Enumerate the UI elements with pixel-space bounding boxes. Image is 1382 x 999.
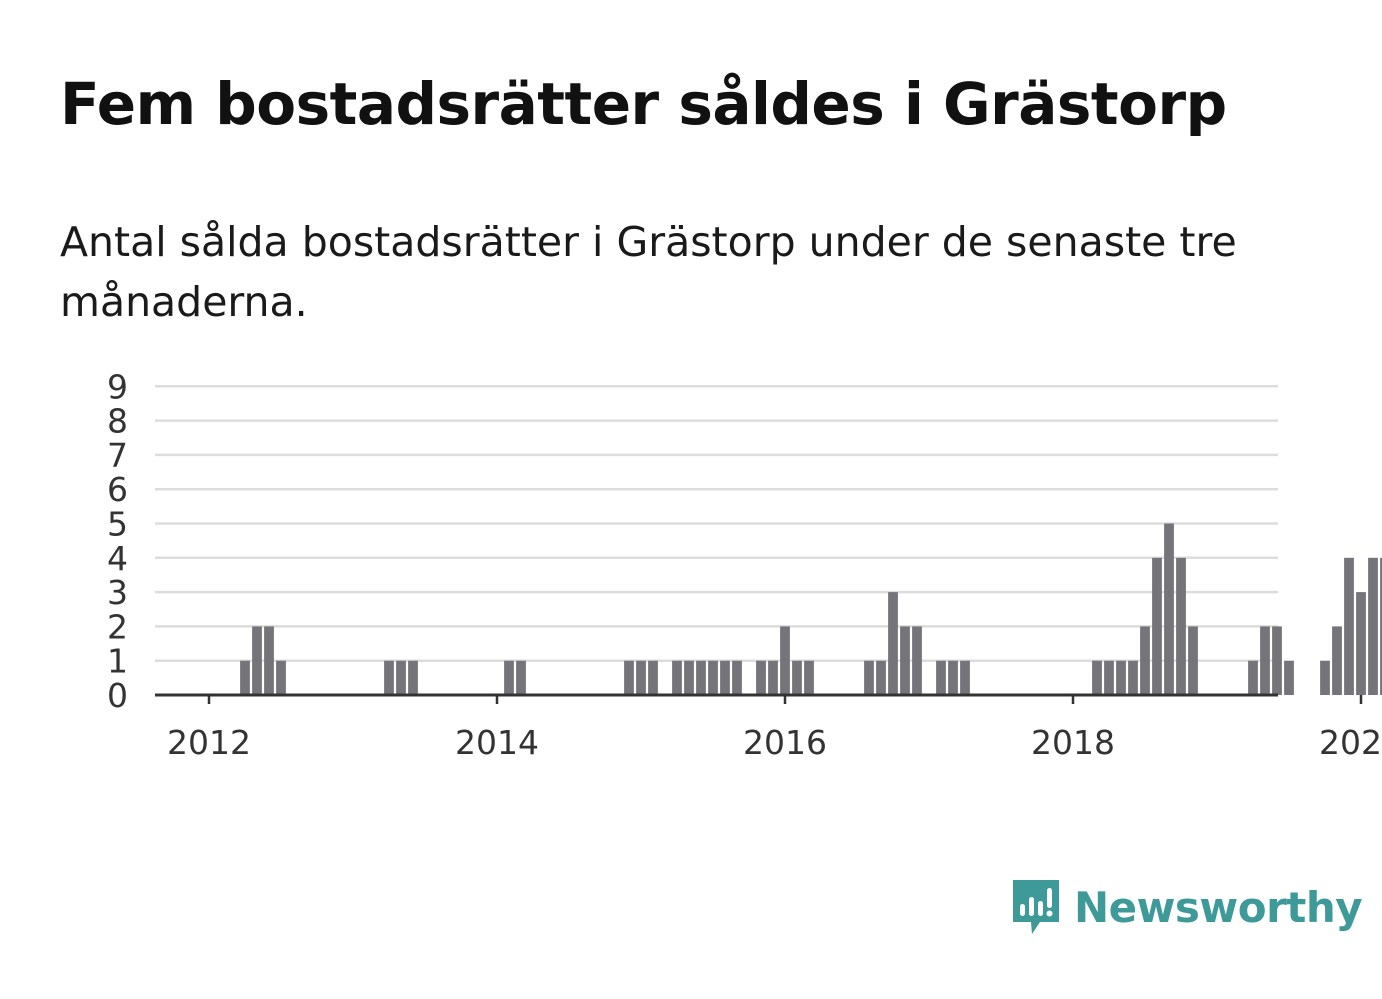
bar bbox=[696, 660, 706, 695]
x-tick-label: 2020 bbox=[1319, 723, 1382, 762]
bar bbox=[912, 626, 922, 695]
y-tick-label: 0 bbox=[107, 676, 128, 715]
bar bbox=[1104, 660, 1114, 695]
bar bbox=[1272, 626, 1282, 695]
bar bbox=[1176, 557, 1186, 695]
bar bbox=[1248, 660, 1258, 695]
bar bbox=[1128, 660, 1138, 695]
bar bbox=[948, 660, 958, 695]
bar bbox=[276, 660, 286, 695]
bar bbox=[264, 626, 274, 695]
x-tick-label: 2016 bbox=[743, 723, 827, 762]
y-tick-label: 8 bbox=[107, 402, 128, 441]
bar bbox=[1356, 592, 1366, 695]
bar bbox=[1320, 660, 1330, 695]
bar bbox=[1152, 557, 1162, 695]
bar bbox=[1380, 557, 1382, 695]
bar bbox=[720, 660, 730, 695]
bar bbox=[672, 660, 682, 695]
bar bbox=[900, 626, 910, 695]
bar bbox=[1188, 626, 1198, 695]
bar bbox=[1284, 660, 1294, 695]
bar bbox=[732, 660, 742, 695]
bar bbox=[384, 660, 394, 695]
bar bbox=[792, 660, 802, 695]
bar bbox=[708, 660, 718, 695]
bar bbox=[864, 660, 874, 695]
newsworthy-logo: Newsworthy bbox=[1010, 876, 1363, 938]
bars bbox=[240, 523, 1382, 695]
bar bbox=[780, 626, 790, 695]
bar bbox=[684, 660, 694, 695]
bar bbox=[936, 660, 946, 695]
bar bbox=[516, 660, 526, 695]
y-tick-label: 4 bbox=[107, 539, 128, 578]
bar bbox=[1140, 626, 1150, 695]
bar bbox=[1260, 626, 1270, 695]
x-tick-label: 2018 bbox=[1031, 723, 1115, 762]
brand-name: Newsworthy bbox=[1074, 882, 1363, 932]
bar bbox=[960, 660, 970, 695]
gridlines bbox=[155, 385, 1278, 662]
bar bbox=[624, 660, 634, 695]
bar bbox=[804, 660, 814, 695]
bar bbox=[768, 660, 778, 695]
bar bbox=[252, 626, 262, 695]
bar bbox=[240, 660, 250, 695]
bar bbox=[1164, 523, 1174, 695]
bar bbox=[1092, 660, 1102, 695]
bar bbox=[504, 660, 514, 695]
page-title: Fem bostadsrätter såldes i Grästorp bbox=[60, 70, 1227, 138]
y-tick-label: 7 bbox=[107, 436, 128, 475]
chart-subtitle: Antal sålda bostadsrätter i Grästorp und… bbox=[60, 218, 1237, 326]
bar bbox=[1116, 660, 1126, 695]
y-tick-label: 9 bbox=[107, 367, 128, 406]
bar bbox=[408, 660, 418, 695]
x-axis-ticks: 20122014201620182020202220242026 bbox=[167, 695, 1382, 762]
y-tick-label: 5 bbox=[107, 505, 128, 544]
bar bbox=[636, 660, 646, 695]
bar-chart-speech-bubble-icon bbox=[1013, 880, 1059, 934]
bar bbox=[756, 660, 766, 695]
bar bbox=[1332, 626, 1342, 695]
y-tick-label: 3 bbox=[107, 573, 128, 612]
bar bbox=[1368, 557, 1378, 695]
bar bbox=[876, 660, 886, 695]
x-tick-label: 2014 bbox=[455, 723, 539, 762]
bar bbox=[888, 592, 898, 695]
y-tick-label: 2 bbox=[107, 607, 128, 646]
x-tick-label: 2012 bbox=[167, 723, 251, 762]
bar bbox=[648, 660, 658, 695]
bar bbox=[396, 660, 406, 695]
y-tick-label: 6 bbox=[107, 470, 128, 509]
y-tick-label: 1 bbox=[107, 642, 128, 681]
bar bbox=[1344, 557, 1354, 695]
